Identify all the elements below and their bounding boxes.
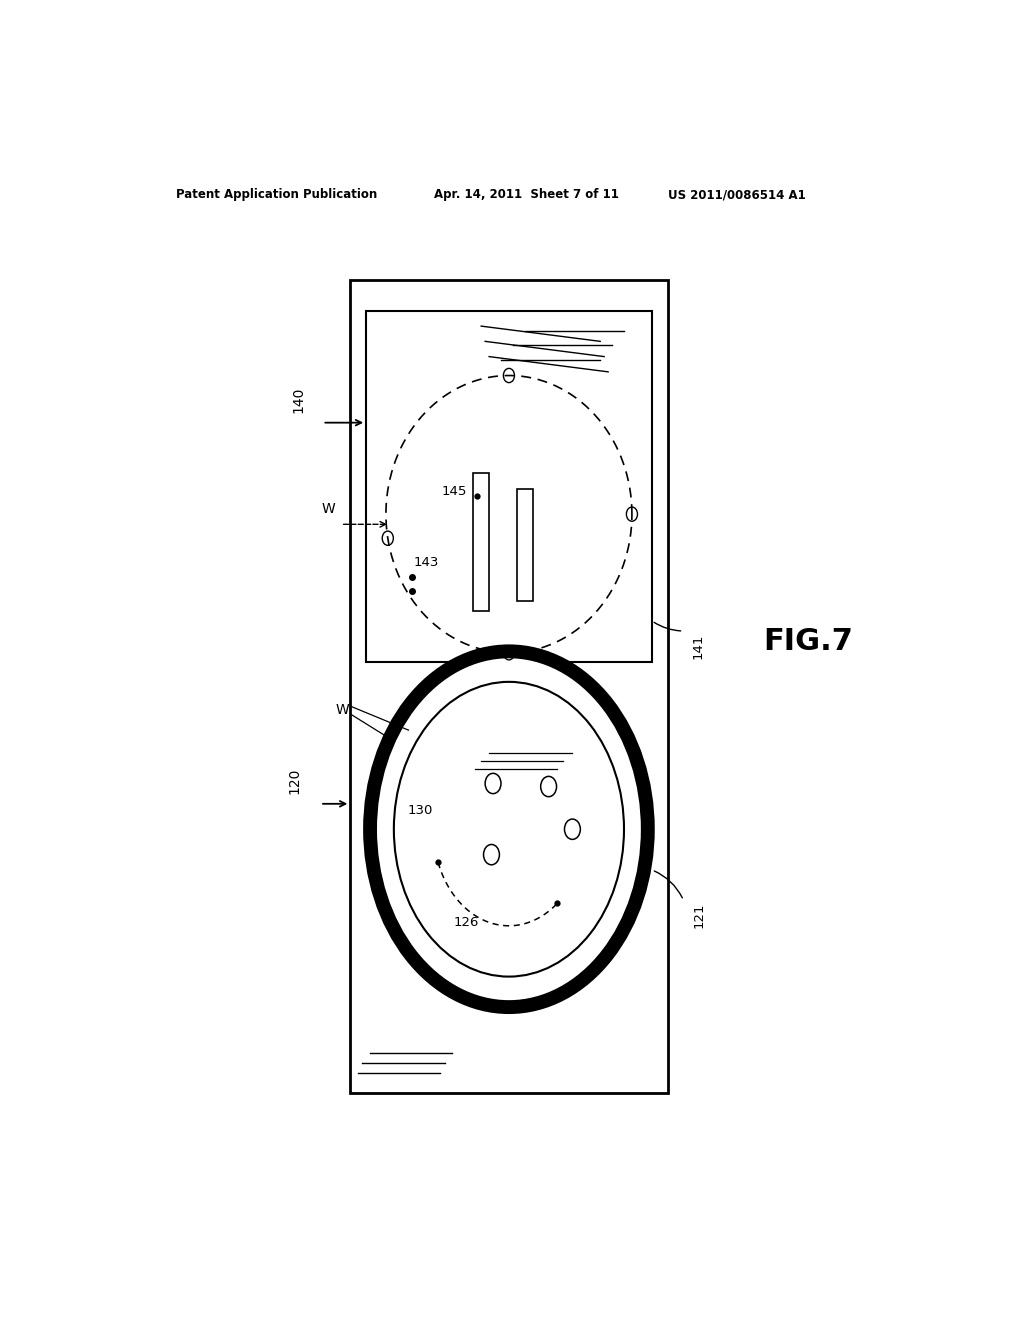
Text: 121: 121 [693,903,706,928]
Text: 120: 120 [288,767,302,793]
Text: Apr. 14, 2011  Sheet 7 of 11: Apr. 14, 2011 Sheet 7 of 11 [433,189,618,202]
Text: W: W [336,702,349,717]
Circle shape [370,651,648,1007]
Text: 126: 126 [454,916,479,929]
Bar [473,474,489,611]
Bar [350,280,668,1093]
Text: 143: 143 [414,557,439,569]
Bar [367,312,651,661]
Text: 141: 141 [691,634,705,659]
Bar [517,488,532,601]
Text: Patent Application Publication: Patent Application Publication [176,189,377,202]
Text: 140: 140 [292,387,305,413]
Text: US 2011/0086514 A1: US 2011/0086514 A1 [668,189,806,202]
Circle shape [394,682,624,977]
Text: 130: 130 [408,804,433,817]
Text: FIG.7: FIG.7 [763,627,853,656]
Text: W: W [322,502,336,516]
Text: 145: 145 [441,486,467,498]
